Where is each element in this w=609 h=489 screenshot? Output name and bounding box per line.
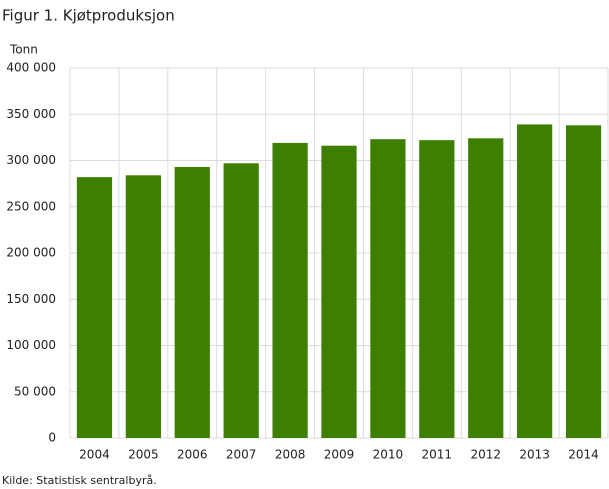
y-tick-label: 0 xyxy=(48,431,56,445)
x-tick-label: 2005 xyxy=(128,448,159,462)
source: Kilde: Statistisk sentralbyrå. xyxy=(2,474,157,487)
bar xyxy=(272,142,308,439)
bar xyxy=(125,175,161,439)
bar xyxy=(517,124,553,439)
x-tick-label: 2013 xyxy=(519,448,550,462)
bar xyxy=(565,125,602,438)
x-tick-label: 2010 xyxy=(373,448,404,462)
bar xyxy=(370,139,406,438)
x-tick-label: 2007 xyxy=(226,448,257,462)
bar xyxy=(223,163,259,438)
x-tick-label: 2011 xyxy=(422,448,453,462)
y-tick-label: 50 000 xyxy=(14,384,56,398)
x-tick-label: 2014 xyxy=(568,448,599,462)
y-tick-label: 200 000 xyxy=(6,246,56,260)
y-axis-label: Tonn xyxy=(9,43,38,57)
y-tick-label: 150 000 xyxy=(6,292,56,306)
y-tick-label: 100 000 xyxy=(6,338,56,352)
bar xyxy=(174,166,210,438)
y-tick-label: 350 000 xyxy=(6,107,56,121)
bar xyxy=(419,140,455,438)
y-tick-label: 300 000 xyxy=(6,153,56,167)
bar xyxy=(76,177,113,438)
x-tick-label: 2004 xyxy=(79,448,110,462)
y-tick-label: 400 000 xyxy=(6,61,56,75)
x-tick-label: 2006 xyxy=(177,448,208,462)
x-tick-label: 2009 xyxy=(324,448,355,462)
chart-title: Figur 1. Kjøtproduksjon xyxy=(2,7,175,25)
bar xyxy=(321,145,357,438)
x-tick-label: 2012 xyxy=(470,448,501,462)
x-tick-label: 2008 xyxy=(275,448,306,462)
y-tick-label: 250 000 xyxy=(6,199,56,213)
bar xyxy=(468,138,504,439)
